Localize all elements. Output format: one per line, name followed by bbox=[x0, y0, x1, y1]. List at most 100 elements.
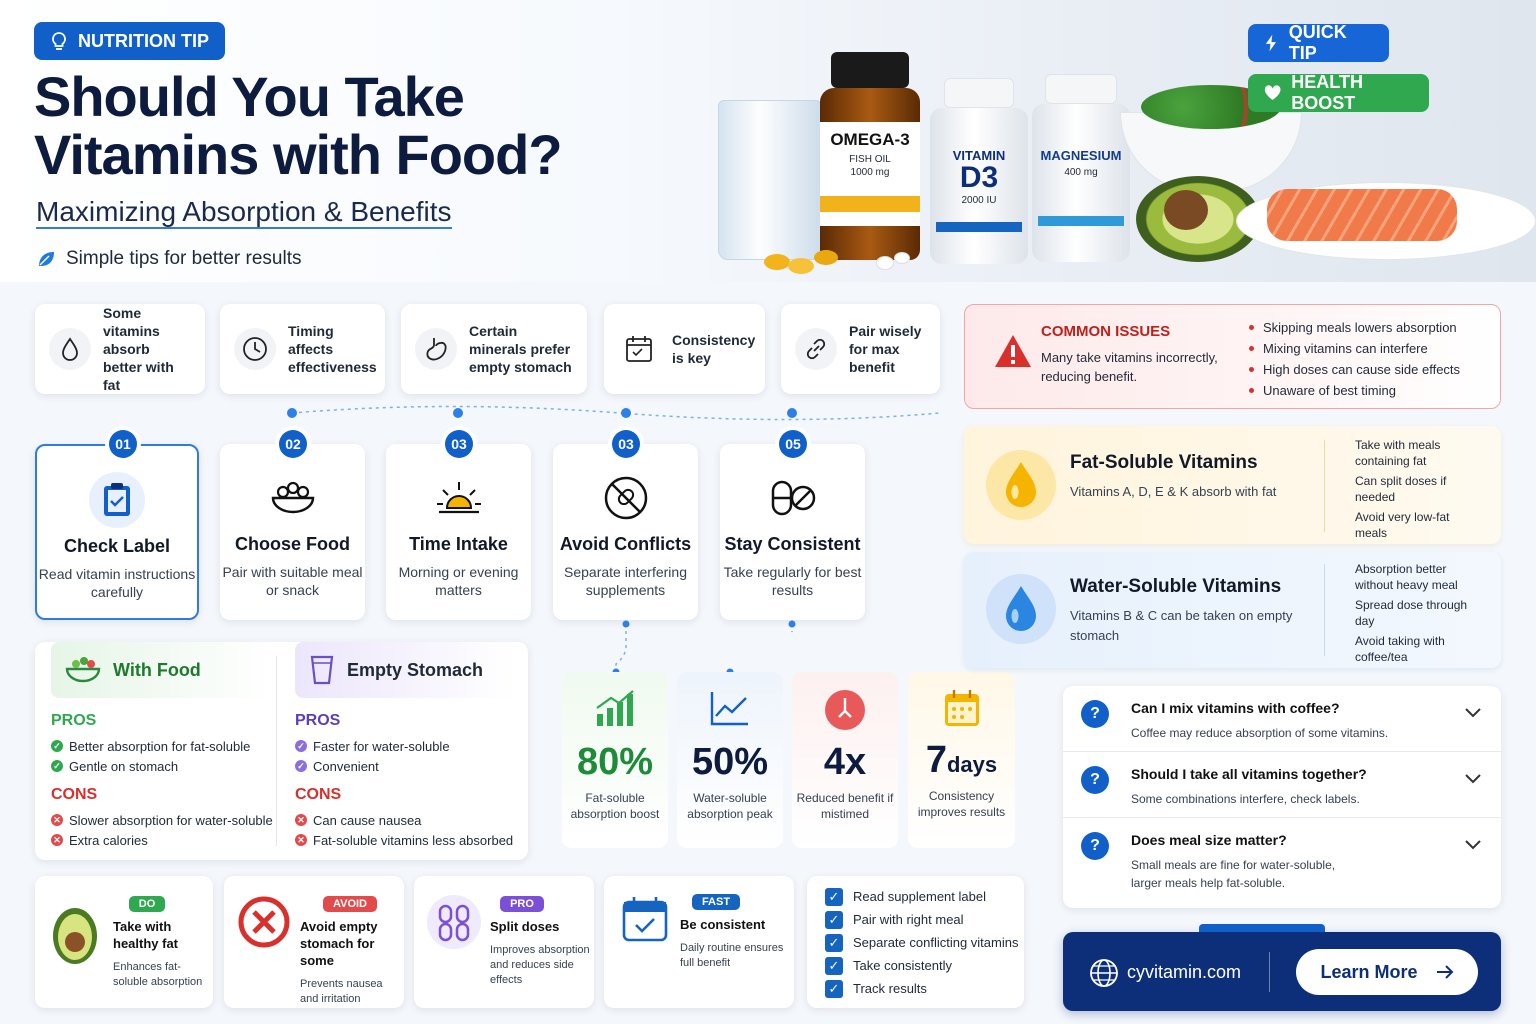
link-icon bbox=[795, 328, 837, 370]
d3-label-big: D3 bbox=[959, 161, 999, 194]
do-pill: DO bbox=[128, 896, 166, 912]
omega-label-title: OMEGA-3 bbox=[830, 130, 910, 149]
step-number: 01 bbox=[109, 430, 137, 458]
water-drop-icon bbox=[986, 574, 1056, 644]
chevron-down-icon[interactable] bbox=[1465, 708, 1481, 718]
chevron-down-icon[interactable] bbox=[1465, 840, 1481, 850]
tip-title: Take with healthy fat bbox=[113, 919, 179, 951]
pros-label: PROS bbox=[51, 712, 97, 729]
faq-item[interactable]: ? Can I mix vitamins with coffee? Coffee … bbox=[1063, 686, 1501, 752]
water-soluble-desc: Vitamins B & C can be taken on empty sto… bbox=[1070, 608, 1293, 643]
stomach-icon bbox=[415, 328, 457, 370]
stat-label: Reduced benefit if mistimed bbox=[796, 791, 894, 821]
alert-clock-icon bbox=[825, 690, 865, 730]
stat-number: 7 bbox=[925, 739, 947, 781]
step-desc: Morning or evening matters bbox=[398, 564, 519, 598]
info-card-timing: Timing affects effectiveness bbox=[220, 304, 385, 394]
cons-label: CONS bbox=[295, 786, 342, 803]
chevron-down-icon[interactable] bbox=[1465, 774, 1481, 784]
con-item: ✕ Fat-soluble vitamins less absorbed bbox=[295, 830, 515, 850]
checkbox-icon[interactable]: ✓ bbox=[825, 910, 843, 929]
title-line-2: Vitamins with Food? bbox=[34, 123, 563, 186]
checkbox-icon[interactable]: ✓ bbox=[825, 979, 843, 998]
stat-card-fat: 80% Fat-soluble absorption boost bbox=[562, 672, 668, 848]
checklist-item[interactable]: ✓ Track results bbox=[825, 977, 1024, 1000]
faq-item[interactable]: ? Should I take all vitamins together? So… bbox=[1063, 752, 1501, 818]
comparison-card: With Food PROS ✓ Better absorption for fa… bbox=[35, 642, 528, 860]
health-boost-badge: HEALTH BOOST bbox=[1248, 72, 1429, 113]
issues-title: COMMON ISSUES bbox=[1041, 323, 1171, 340]
checklist-item[interactable]: ✓ Read supplement label bbox=[825, 885, 1024, 908]
tip-desc: Enhances fat-soluble absorption bbox=[113, 961, 203, 988]
pros-label: PROS bbox=[295, 712, 341, 729]
step-card-3: Time Intake Morning or evening matters bbox=[386, 444, 531, 620]
faq-item[interactable]: ? Does meal size matter? Small meals are … bbox=[1063, 818, 1501, 908]
checkbox-icon[interactable]: ✓ bbox=[825, 887, 843, 906]
calendar-icon bbox=[944, 690, 979, 726]
fat-soluble-item: Take with meals containing fat bbox=[1355, 438, 1441, 468]
salad-bowl-icon bbox=[65, 657, 101, 683]
stat-value: 80% bbox=[576, 741, 654, 783]
fat-soluble-item: Can split doses if needed bbox=[1355, 474, 1447, 504]
cons-label: CONS bbox=[51, 786, 98, 803]
site-link[interactable]: cyvitamin.com bbox=[1127, 962, 1242, 982]
sunrise-icon bbox=[386, 470, 531, 526]
info-card-consistency: Consistency is key bbox=[604, 304, 765, 394]
info-card-text: Some vitamins absorb better with fat bbox=[103, 305, 174, 393]
d3-label-dose: 2000 IU bbox=[961, 195, 997, 206]
info-card-text: Consistency is key bbox=[672, 332, 756, 366]
stat-card-water: 50% Water-soluble absorption peak bbox=[677, 672, 783, 848]
issues-desc: Many take vitamins incorrectly, reducing… bbox=[1041, 350, 1218, 384]
step-desc: Pair with suitable meal or snack bbox=[222, 564, 363, 598]
heart-icon bbox=[1264, 85, 1281, 100]
avoid-pill: AVOID bbox=[322, 896, 378, 912]
warning-icon bbox=[995, 335, 1031, 367]
step-number: 03 bbox=[445, 430, 473, 458]
step-card-2: Choose Food Pair with suitable meal or s… bbox=[220, 444, 365, 620]
empty-stomach-title: Empty Stomach bbox=[347, 659, 484, 680]
calendar-icon bbox=[618, 328, 660, 370]
water-soluble-item: Absorption better without heavy meal bbox=[1355, 562, 1458, 592]
bar-growth-icon bbox=[596, 690, 634, 726]
capsules-icon bbox=[720, 470, 865, 526]
common-issues-panel: COMMON ISSUES Many take vitamins incorre… bbox=[964, 304, 1501, 409]
info-card-text: Certain minerals prefer empty stomach bbox=[469, 323, 572, 375]
tip-card-do: DO Take with healthy fat Enhances fat-so… bbox=[35, 876, 213, 1008]
check-icon: ✓ bbox=[295, 760, 307, 772]
checkbox-icon[interactable]: ✓ bbox=[825, 956, 843, 975]
footer-cta-bar: cyvitamin.com Learn More bbox=[1063, 924, 1501, 1011]
step-title: Avoid Conflicts bbox=[559, 534, 692, 554]
tip-card-fast: FAST Be consistent Daily routine ensures… bbox=[604, 876, 794, 1008]
empty-glass-icon bbox=[310, 655, 334, 685]
softgels bbox=[764, 246, 924, 276]
salmon-plate bbox=[1236, 182, 1536, 260]
stat-card-days: 7days Consistency improves results bbox=[908, 672, 1015, 848]
omega-bottle: OMEGA-3 FISH OIL 1000 mg bbox=[820, 52, 920, 260]
checklist-item[interactable]: ✓ Pair with right meal bbox=[825, 908, 1024, 931]
checklist-item[interactable]: ✓ Separate conflicting vitamins bbox=[825, 931, 1024, 954]
step-number: 05 bbox=[779, 430, 807, 458]
water-soluble-panel: Water-Soluble Vitamins Vitamins B & C ca… bbox=[964, 552, 1501, 668]
nutrition-tip-badge: NUTRITION TIP bbox=[34, 22, 225, 60]
pro-item: ✓ Better absorption for fat-soluble bbox=[51, 736, 273, 756]
con-item: ✕ Can cause nausea bbox=[295, 810, 515, 830]
pro-item: ✓ Faster for water-soluble bbox=[295, 736, 515, 756]
tips-line: Simple tips for better results bbox=[36, 248, 301, 270]
step-number: 02 bbox=[279, 430, 307, 458]
fast-pill: FAST bbox=[691, 894, 741, 910]
pro-item: ✓ Gentle on stomach bbox=[51, 756, 273, 776]
tip-card-pro: PRO Split doses Improves absorption and … bbox=[414, 876, 594, 1008]
clock-icon bbox=[234, 328, 276, 370]
avocado-icon bbox=[53, 908, 97, 964]
x-icon: ✕ bbox=[295, 814, 307, 826]
learn-more-button[interactable]: Learn More bbox=[1296, 949, 1478, 995]
stat-value: 50% bbox=[691, 741, 769, 783]
issue-item: Mixing vitamins can interfere bbox=[1249, 338, 1460, 359]
checkbox-icon[interactable]: ✓ bbox=[825, 933, 843, 952]
checklist-item[interactable]: ✓ Take consistently bbox=[825, 954, 1024, 977]
issue-item: High doses can cause side effects bbox=[1249, 359, 1460, 380]
salad-icon bbox=[220, 470, 365, 526]
arrow-right-icon bbox=[1436, 965, 1453, 979]
quick-tip-badge: QUICK TIP bbox=[1248, 22, 1389, 63]
mag-label-dose: 400 mg bbox=[1064, 167, 1098, 178]
